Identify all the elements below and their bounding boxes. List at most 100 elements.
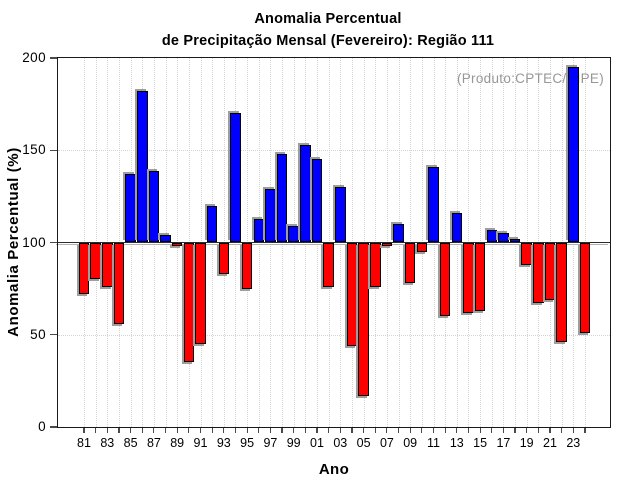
bar-2008 [393,224,404,243]
y-tick-200 [50,57,57,59]
x-tick-2022 [561,427,563,433]
bar-2000 [300,144,311,243]
bar-1983 [102,242,113,287]
bar-1989 [171,242,183,247]
x-tick-label-99: 99 [286,436,301,450]
plot-area: (Produto:CPTEC/INPE) 81 83 85 87 89 91 93 95 97 9… [22,50,611,450]
x-tick-label-03: 03 [333,436,348,450]
x-tick-2012 [444,427,446,433]
x-tick-1996 [258,427,260,433]
bar-1999 [288,225,299,243]
x-tick-label-91: 91 [193,436,208,450]
x-tick-2013 [456,427,458,433]
bar-2006 [370,242,381,287]
bar-2012 [439,242,451,317]
x-tick-label-13: 13 [449,436,464,450]
x-tick-label-87: 87 [146,436,161,450]
x-tick-label-23: 23 [566,436,581,450]
x-tick-2009 [409,427,411,433]
bar-2002 [323,242,334,287]
bar-2014 [463,242,474,313]
bar-2017 [498,233,509,243]
bar-1987 [148,170,160,243]
chart-title-line1: Anomalia Percentual [254,11,402,27]
x-tick-1998 [281,427,283,433]
bar-2004 [346,242,358,346]
x-tick-2004 [351,427,353,433]
x-tick-2020 [537,427,539,433]
x-tick-2019 [526,427,528,433]
y-tick-50 [50,334,57,336]
bar-1986 [137,91,148,243]
bar-1982 [90,242,101,280]
x-tick-label-17: 17 [496,436,511,450]
x-tick-label-81: 81 [77,436,91,450]
x-tick-label-95: 95 [240,436,255,450]
chart-title-line2: de Precipitação Mensal (Fevereiro): Regi… [161,33,495,49]
x-tick-2005 [363,427,365,433]
y-tick-150 [50,149,57,151]
bar-1988 [160,235,171,243]
x-tick-1984 [118,427,120,433]
x-tick-label-19: 19 [519,436,534,450]
bar-2001 [311,159,323,243]
y-tick-0 [50,426,57,428]
x-tick-label-85: 85 [123,436,138,450]
bar-2015 [474,242,486,311]
bar-2007 [381,242,393,247]
bar-1994 [230,113,241,243]
x-axis-title: Ano [318,461,350,478]
y-tick-label-100: 100 [22,234,46,250]
bar-1990 [183,242,195,363]
bar-1998 [276,153,288,243]
x-tick-label-07: 07 [379,436,394,450]
x-tick-2014 [467,427,470,433]
x-tick-label-89: 89 [170,436,185,450]
x-tick-1995 [246,427,248,433]
x-tick-label-05: 05 [356,436,371,450]
x-tick-2011 [432,427,435,433]
bar-1995 [241,242,253,289]
x-tick-2002 [328,427,330,433]
x-tick-label-97: 97 [263,436,278,450]
bar-2013 [451,212,463,243]
bar-2023 [568,67,579,243]
x-tick-2008 [397,427,400,433]
x-tick-1992 [211,427,213,433]
x-tick-label-11: 11 [427,436,440,450]
y-tick-label-200: 200 [22,50,46,65]
bar-2022 [556,242,567,343]
bar-1997 [265,188,276,243]
bar-1996 [253,218,264,243]
x-tick-1988 [164,427,167,433]
bar-1984 [113,242,125,324]
bar-1991 [195,242,206,344]
x-tick-2021 [549,427,551,433]
bar-1981 [78,242,90,295]
gridline-h-150 [58,150,610,152]
x-tick-1993 [223,427,225,433]
bar-2011 [428,166,439,243]
y-tick-label-0: 0 [38,419,46,434]
baseline-100 [58,241,610,244]
x-tick-1989 [176,427,178,433]
y-tick-label-50: 50 [30,326,46,342]
x-tick-2007 [386,427,388,433]
bar-2009 [404,242,416,284]
x-tick-label-21: 21 [543,436,557,450]
bar-2005 [358,242,369,396]
x-tick-2017 [502,427,504,433]
x-tick-1987 [153,427,155,433]
bar-1993 [218,242,230,274]
bar-2003 [335,187,346,243]
y-tick-100 [50,241,57,244]
x-tick-label-93: 93 [216,436,231,450]
bar-2024 [579,242,591,333]
x-tick-1985 [130,427,132,433]
x-tick-2023 [572,427,574,433]
x-tick-1983 [106,427,108,433]
x-tick-2016 [491,427,493,433]
x-tick-1999 [293,427,295,433]
x-tick-1994 [234,427,237,433]
gridline-h-50 [58,334,610,336]
